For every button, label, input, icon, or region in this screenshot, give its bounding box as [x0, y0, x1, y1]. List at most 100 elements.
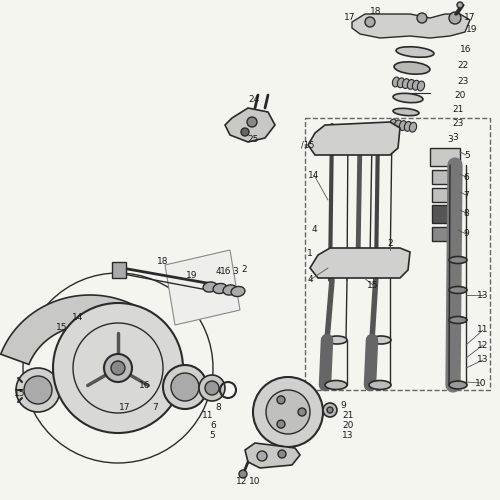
- Text: 14: 14: [72, 314, 84, 322]
- Text: 4: 4: [307, 276, 313, 284]
- Text: 8: 8: [215, 404, 221, 412]
- Ellipse shape: [327, 336, 347, 344]
- Text: 17: 17: [344, 12, 356, 22]
- Text: 2: 2: [387, 240, 393, 248]
- Text: 17: 17: [464, 14, 476, 22]
- Ellipse shape: [449, 381, 467, 389]
- Circle shape: [199, 375, 225, 401]
- Ellipse shape: [394, 62, 430, 74]
- Text: 15: 15: [367, 280, 379, 289]
- Ellipse shape: [390, 119, 396, 129]
- Ellipse shape: [400, 120, 406, 130]
- Text: 21: 21: [342, 410, 353, 420]
- Circle shape: [277, 420, 285, 428]
- Circle shape: [417, 13, 427, 23]
- Text: /15: /15: [302, 140, 314, 149]
- Text: 18: 18: [370, 6, 382, 16]
- Bar: [112, 262, 126, 278]
- Text: 21: 21: [452, 106, 464, 114]
- Text: 6: 6: [210, 420, 216, 430]
- Ellipse shape: [393, 108, 419, 116]
- Ellipse shape: [393, 94, 423, 102]
- Text: 13: 13: [477, 290, 489, 300]
- Text: 20: 20: [342, 420, 353, 430]
- Text: 13: 13: [342, 430, 354, 440]
- Ellipse shape: [223, 285, 237, 295]
- Ellipse shape: [392, 77, 400, 87]
- Circle shape: [365, 17, 375, 27]
- Ellipse shape: [402, 78, 409, 88]
- Circle shape: [257, 451, 267, 461]
- Ellipse shape: [398, 78, 404, 88]
- Text: 12: 12: [478, 340, 488, 349]
- Circle shape: [247, 117, 257, 127]
- Text: 18: 18: [157, 258, 169, 266]
- Circle shape: [277, 396, 285, 404]
- Circle shape: [111, 361, 125, 375]
- Ellipse shape: [203, 282, 217, 292]
- Text: 13: 13: [477, 356, 489, 364]
- Text: 4: 4: [215, 268, 221, 276]
- Text: 15: 15: [56, 322, 68, 332]
- Ellipse shape: [213, 284, 227, 294]
- Circle shape: [266, 390, 310, 434]
- Ellipse shape: [449, 316, 467, 324]
- Ellipse shape: [369, 380, 391, 390]
- Circle shape: [457, 2, 463, 8]
- Text: 3: 3: [447, 136, 453, 144]
- Ellipse shape: [394, 120, 402, 130]
- Text: 7: 7: [463, 190, 469, 200]
- Text: 10: 10: [249, 478, 261, 486]
- Text: 25: 25: [248, 136, 258, 144]
- Ellipse shape: [371, 336, 391, 344]
- Bar: [305, 118, 490, 390]
- Ellipse shape: [449, 256, 467, 264]
- Text: 3: 3: [452, 134, 458, 142]
- Circle shape: [24, 376, 52, 404]
- Text: 3: 3: [232, 266, 238, 276]
- Text: 16: 16: [139, 380, 151, 390]
- Circle shape: [53, 303, 183, 433]
- Ellipse shape: [449, 286, 467, 294]
- Text: 11: 11: [477, 326, 489, 334]
- Circle shape: [298, 408, 306, 416]
- Text: 20: 20: [454, 92, 466, 100]
- Bar: [432, 188, 460, 202]
- Text: 23: 23: [458, 78, 468, 86]
- Circle shape: [327, 407, 333, 413]
- Text: 11: 11: [202, 412, 214, 420]
- Circle shape: [449, 12, 461, 24]
- Ellipse shape: [408, 80, 414, 90]
- Ellipse shape: [410, 122, 416, 132]
- Text: 22: 22: [458, 62, 468, 70]
- Circle shape: [205, 381, 219, 395]
- Polygon shape: [310, 248, 410, 278]
- Bar: [432, 170, 460, 184]
- Text: 12: 12: [236, 478, 248, 486]
- Ellipse shape: [231, 286, 245, 296]
- Ellipse shape: [412, 80, 420, 90]
- Text: 4: 4: [311, 226, 317, 234]
- Polygon shape: [225, 108, 275, 142]
- Text: 2: 2: [241, 266, 247, 274]
- Circle shape: [163, 365, 207, 409]
- Circle shape: [16, 368, 60, 412]
- Circle shape: [239, 470, 247, 478]
- Circle shape: [253, 377, 323, 447]
- Ellipse shape: [396, 47, 434, 57]
- Text: 14: 14: [308, 170, 320, 179]
- Polygon shape: [308, 122, 400, 155]
- Circle shape: [241, 128, 249, 136]
- Circle shape: [171, 373, 199, 401]
- Polygon shape: [352, 14, 470, 38]
- Bar: [430, 148, 460, 166]
- Text: 1: 1: [307, 248, 313, 258]
- Text: 19: 19: [186, 270, 198, 280]
- Polygon shape: [0, 295, 180, 364]
- Text: 5: 5: [209, 430, 215, 440]
- Text: 6: 6: [463, 172, 469, 182]
- Polygon shape: [165, 250, 240, 325]
- Text: 23: 23: [452, 120, 464, 128]
- Text: 16: 16: [220, 268, 232, 276]
- Text: 8: 8: [463, 208, 469, 218]
